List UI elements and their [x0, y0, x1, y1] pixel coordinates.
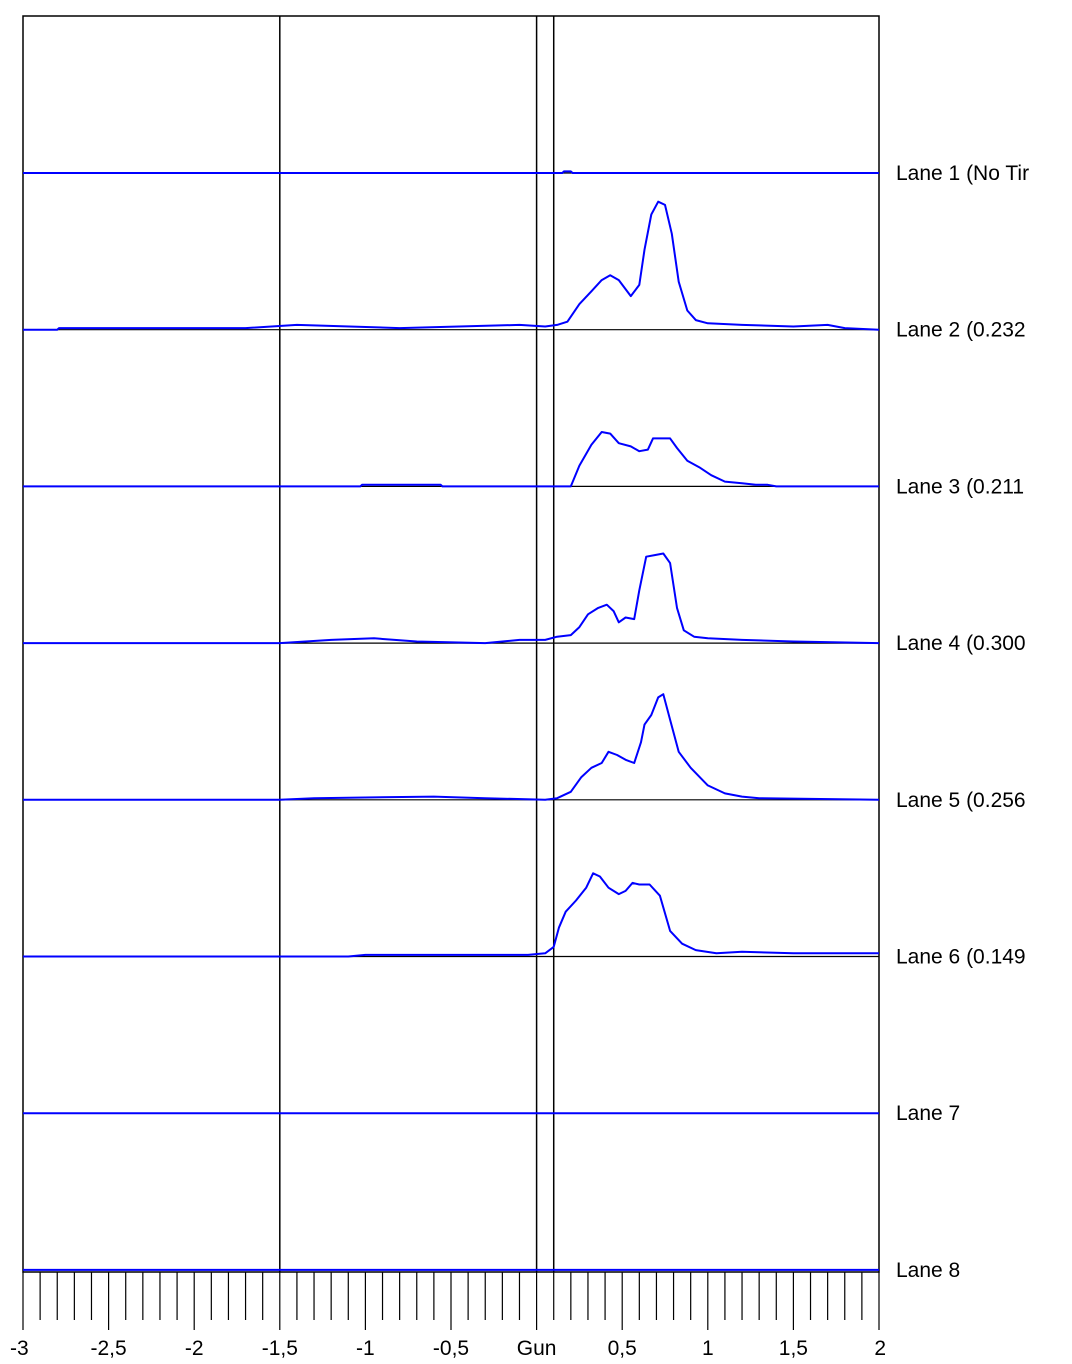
x-tick-label-1: -2,5 [91, 1337, 127, 1360]
x-tick-label-4: -1 [356, 1337, 375, 1360]
x-tick-label-2: -2 [185, 1337, 204, 1360]
lane-label-6: Lane 6 (0.149 [896, 946, 1026, 969]
lane-trace-2 [23, 200, 880, 331]
lane-label-8: Lane 8 [896, 1259, 960, 1282]
x-axis-tick-labels: -3 -2,5 -2 -1,5 -1 -0,5 Gun 0,5 1 1,5 2 [10, 1337, 886, 1360]
lane-label-1: Lane 1 (No Tir [896, 162, 1029, 185]
lane-trace-4 [23, 552, 880, 645]
lanes: Lane 1 (No Tir Lane 2 (0.232 Lane 3 (0.211… [23, 162, 1029, 1282]
lane-label-3: Lane 3 (0.211 [896, 475, 1024, 498]
x-tick-label-7: 0,5 [608, 1337, 637, 1360]
x-tick-label-3: -1,5 [262, 1337, 298, 1360]
lane-trace-3 [23, 431, 879, 488]
lane-label-7: Lane 7 [896, 1102, 960, 1125]
lane-trace-1 [23, 170, 879, 174]
x-tick-label-9: 1,5 [779, 1337, 808, 1360]
x-tick-label-5: -0,5 [433, 1337, 469, 1360]
x-tick-label-10: 2 [874, 1337, 886, 1360]
lane-trace-5 [23, 693, 880, 801]
x-tick-label-0: -3 [10, 1337, 29, 1360]
lane-label-4: Lane 4 (0.300 [896, 632, 1026, 655]
lane-trace-6 [23, 872, 879, 958]
lane-label-2: Lane 2 (0.232 [896, 319, 1026, 342]
x-tick-label-6: Gun [517, 1337, 557, 1360]
x-tick-label-8: 1 [702, 1337, 714, 1360]
x-axis-ticks [22, 1272, 880, 1330]
lane-label-5: Lane 5 (0.256 [896, 789, 1026, 812]
reference-lines [279, 16, 555, 1272]
